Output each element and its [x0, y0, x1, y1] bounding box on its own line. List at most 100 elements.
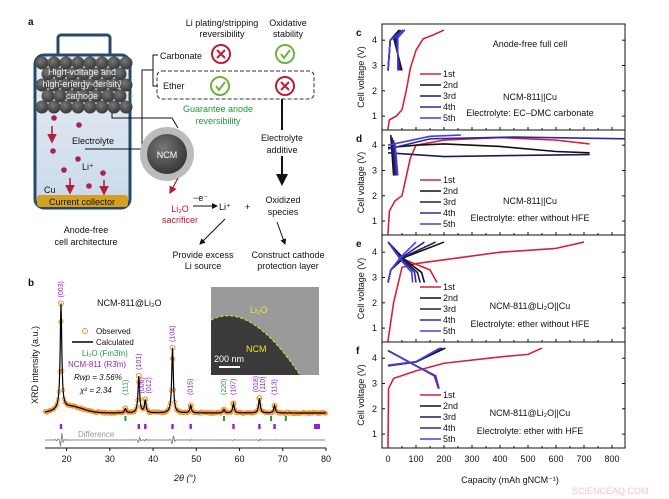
ncm-reference-tick [189, 424, 191, 429]
y-axis-label: Cell voltage (V) [356, 152, 366, 214]
ether-label: Ether [163, 81, 185, 91]
phase-ncm: NCM-811 (R3̄m) [68, 360, 126, 369]
cathode-particle [54, 90, 67, 103]
electrolyte-label: Electrolyte: ether without HFE [470, 213, 589, 223]
li2o-reference-tick [285, 416, 287, 421]
carbonate-label: Carbonate [160, 51, 202, 61]
peak-label: (113) [272, 379, 279, 395]
peak-label: (015) [188, 379, 195, 395]
y-tick-label: 2 [372, 298, 377, 308]
header-stability-2: stability [273, 29, 304, 39]
y-tick-label: 3 [372, 60, 377, 70]
x-tick-label: 0 [385, 454, 390, 464]
header-stability-1: Oxidative [269, 18, 307, 28]
cathode-particle [42, 90, 55, 103]
cathode-label-1: High-voltage and [48, 67, 116, 77]
y-tick-label: 2 [372, 191, 377, 201]
electrolyte-label: Electrolyte: EC–DMC carbonate [466, 108, 594, 118]
legend-label-5th: 5th [443, 113, 456, 123]
cathode-particle [36, 101, 49, 114]
cathode-particle [72, 101, 85, 114]
peak-label: (101) [136, 354, 143, 370]
cathode-particle [102, 90, 115, 103]
ncm-reference-tick [258, 424, 260, 429]
peak-label: (006) [139, 377, 146, 393]
legend-label-3rd: 3rd [443, 91, 456, 101]
architecture-caption-1: Anode-free [64, 225, 109, 235]
plus-sign: + [245, 202, 250, 212]
inset-li2o-label: Li₂O [250, 305, 268, 315]
ncm-reference-tick [144, 424, 146, 429]
ncm-reference-tick [171, 424, 173, 429]
cu-label: Cu [44, 185, 56, 195]
peak-label: (220) [221, 379, 228, 395]
x-tick-label: 100 [408, 454, 423, 464]
y-tick-label: 2 [372, 404, 377, 414]
panel-b: b 20 30 40 50 60 70 80 2θ (°) XRD intensity (a… [28, 278, 331, 483]
ncm-reference-tick [273, 424, 275, 429]
curve-3rd-charge [388, 153, 590, 157]
li2o-reference-tick [223, 416, 225, 421]
xrd-x-label: 2θ (°) [173, 473, 196, 483]
architecture-caption-2: cell architecture [54, 237, 117, 247]
inset-ncm-label: NCM [246, 344, 267, 354]
oxidized-label-1: Oxidized [265, 195, 300, 205]
ncm-reference-tick [60, 424, 62, 429]
xrd-title: NCM-811@Li₂O [97, 298, 161, 308]
cell-label: NCM-811||Cu [503, 196, 557, 206]
check-icon [211, 77, 229, 95]
cell-label: NCM-811@Li₂O||Cu [490, 301, 571, 311]
legend-observed: Observed [96, 327, 131, 336]
chi2-value: χ² = 2.34 [79, 386, 112, 395]
y-tick-label: 4 [372, 353, 377, 363]
x-tick-label: 300 [464, 454, 479, 464]
provide-arrow [200, 219, 225, 244]
additive-label-2: additive [266, 145, 297, 155]
peak-label: (003) [58, 281, 65, 297]
construct-label-2: protection layer [257, 261, 319, 271]
xrd-x-ticks: 20 30 40 50 60 70 80 [62, 448, 331, 464]
y-tick-label: 1 [372, 429, 377, 439]
xrd-y-label: XRD intensity (a.u.) [30, 326, 40, 404]
panel-letter-d: d [356, 134, 362, 145]
panel-letter-c: c [356, 28, 362, 39]
legend-label-1st: 1st [443, 282, 456, 292]
y-axis-label: Cell voltage (V) [356, 364, 366, 426]
li-ion-label: Li⁺ [82, 162, 94, 172]
construct-arrow [277, 222, 285, 244]
tem-inset: Li₂O NCM 200 nm [211, 287, 319, 375]
legend-label-2nd: 2nd [443, 80, 458, 90]
guarantee-label-1: Guarantee anode [183, 104, 253, 114]
panel-e: e1234Cell voltage (V) 1st2nd3rd4th5thNCM-… [356, 235, 625, 342]
legend-label-4th: 4th [443, 315, 456, 325]
peak-label: (012) [146, 377, 153, 393]
curve-5th-discharge [388, 351, 439, 389]
panel-a: a Electrolyte Li⁺ Cu Current collector A… [28, 17, 325, 271]
sacrificer-label-1: Li₂O [171, 204, 189, 214]
x-tick-label: 70 [278, 454, 288, 464]
watermark: SCIENCEAQ.COM [572, 486, 649, 496]
header-reversibility-2: reversibility [199, 29, 245, 39]
y-tick-label: 3 [372, 378, 377, 388]
electrolyte-label: Electrolyte: ether without HFE [470, 319, 589, 329]
legend-observed-marker [83, 329, 88, 334]
legend-label-1st: 1st [443, 175, 456, 185]
y-axis-label: Cell voltage (V) [356, 46, 366, 108]
x-tick-label: 500 [520, 454, 535, 464]
cathode-particle [120, 57, 133, 70]
li-plus-label: Li⁺ [219, 202, 231, 212]
li2o-reference-tick [124, 416, 126, 421]
electron-loss-label: −e⁻ [193, 193, 208, 203]
panel-letter-a: a [28, 17, 34, 28]
legend-label-3rd: 3rd [443, 412, 456, 422]
x-tick-label: 400 [492, 454, 507, 464]
provide-label-2: Li source [185, 261, 222, 271]
legend-label-5th: 5th [443, 219, 456, 229]
cathode-particle [108, 101, 121, 114]
panel-letter-f: f [356, 346, 360, 357]
x-tick-label: 50 [191, 454, 201, 464]
peak-label: (104) [170, 325, 177, 341]
oxidized-label-2: species [268, 207, 299, 217]
y-tick-label: 4 [372, 247, 377, 257]
y-tick-label: 1 [372, 111, 377, 121]
